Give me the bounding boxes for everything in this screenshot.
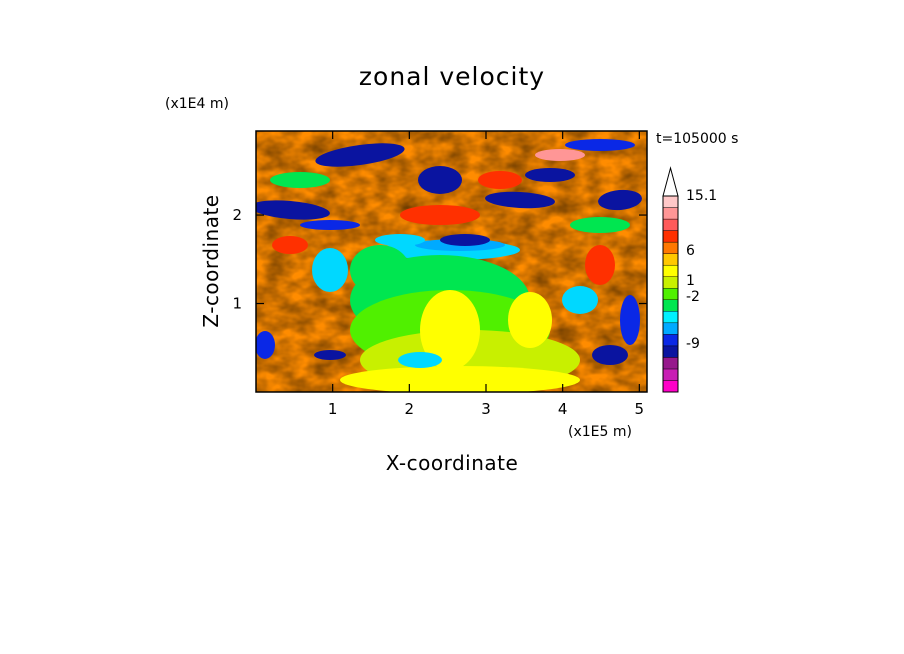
contour-band <box>375 234 425 246</box>
chart-title: zonal velocity <box>359 62 545 91</box>
time-label: t=105000 s <box>656 131 738 147</box>
colorbar-swatch <box>662 311 679 324</box>
contour-band <box>314 350 346 360</box>
colorbar-swatch <box>662 195 679 208</box>
contour-band <box>340 366 580 392</box>
colorbar-swatch <box>662 357 679 370</box>
y-unit-label: (x1E4 m) <box>165 96 229 112</box>
colorbar-label: 1 <box>686 273 695 289</box>
contour-band <box>565 139 635 151</box>
contour-band <box>418 166 462 194</box>
colorbar-label: -2 <box>686 289 700 305</box>
colorbar-swatch <box>662 276 679 289</box>
colorbar-label: 6 <box>686 243 695 259</box>
x-tick-label: 2 <box>405 400 415 418</box>
contour-band <box>440 234 490 246</box>
x-tick-label: 3 <box>481 400 491 418</box>
colorbar-swatch <box>662 345 679 358</box>
colorbar-extend-arrow <box>662 166 679 197</box>
colorbar-swatch <box>662 218 679 231</box>
colorbar-swatch <box>662 368 679 381</box>
contour-band <box>478 171 522 189</box>
contour-band <box>525 168 575 182</box>
colorbar-label: 15.1 <box>686 188 717 204</box>
contour-band <box>508 292 552 348</box>
contour-band <box>585 245 615 285</box>
y-tick-label: 2 <box>232 206 242 224</box>
y-tick-label: 1 <box>232 295 242 313</box>
contour-band <box>398 352 442 368</box>
colorbar-swatch <box>662 380 679 393</box>
colorbar-swatch <box>662 322 679 335</box>
contour-field <box>256 131 647 392</box>
contour-band <box>300 220 360 230</box>
colorbar-swatch <box>662 253 679 266</box>
contour-band <box>592 345 628 365</box>
colorbar-swatch <box>662 288 679 300</box>
contour-band <box>535 149 585 161</box>
contour-band <box>485 191 555 209</box>
contour-band <box>270 172 330 188</box>
x-axis-label: X-coordinate <box>386 451 519 475</box>
plot-frame <box>255 130 648 393</box>
contour-band <box>315 143 405 167</box>
x-axis-ticks: 1 2 3 4 5 <box>328 131 644 418</box>
x-unit-label: (x1E5 m) <box>568 424 632 440</box>
colorbar-frame <box>662 195 679 393</box>
x-tick-label: 4 <box>558 400 568 418</box>
colorbar-swatch <box>662 207 679 220</box>
x-tick-label: 1 <box>328 400 338 418</box>
contour-band <box>598 189 642 211</box>
contour-band <box>400 205 480 225</box>
colorbar: 15.1 6 1-2 -9 <box>662 166 717 393</box>
colorbar-swatch <box>662 334 679 347</box>
contour-band <box>562 286 598 314</box>
colorbar-label: -9 <box>686 336 700 352</box>
contour-band <box>272 236 308 254</box>
colorbar-swatch <box>662 230 679 243</box>
y-axis-ticks: 12 <box>232 206 647 313</box>
colorbar-swatch <box>662 241 679 254</box>
contour-band <box>620 295 640 345</box>
colorbar-swatch <box>662 264 679 277</box>
colorbar-swatch <box>662 299 679 312</box>
contour-band <box>256 200 330 220</box>
contour-band <box>256 331 275 359</box>
contour-band <box>350 245 410 295</box>
contour-band <box>312 248 348 292</box>
contour-band <box>570 217 630 233</box>
contour-band <box>420 290 480 370</box>
x-tick-label: 5 <box>635 400 645 418</box>
y-axis-label: Z-coordinate <box>199 194 223 327</box>
